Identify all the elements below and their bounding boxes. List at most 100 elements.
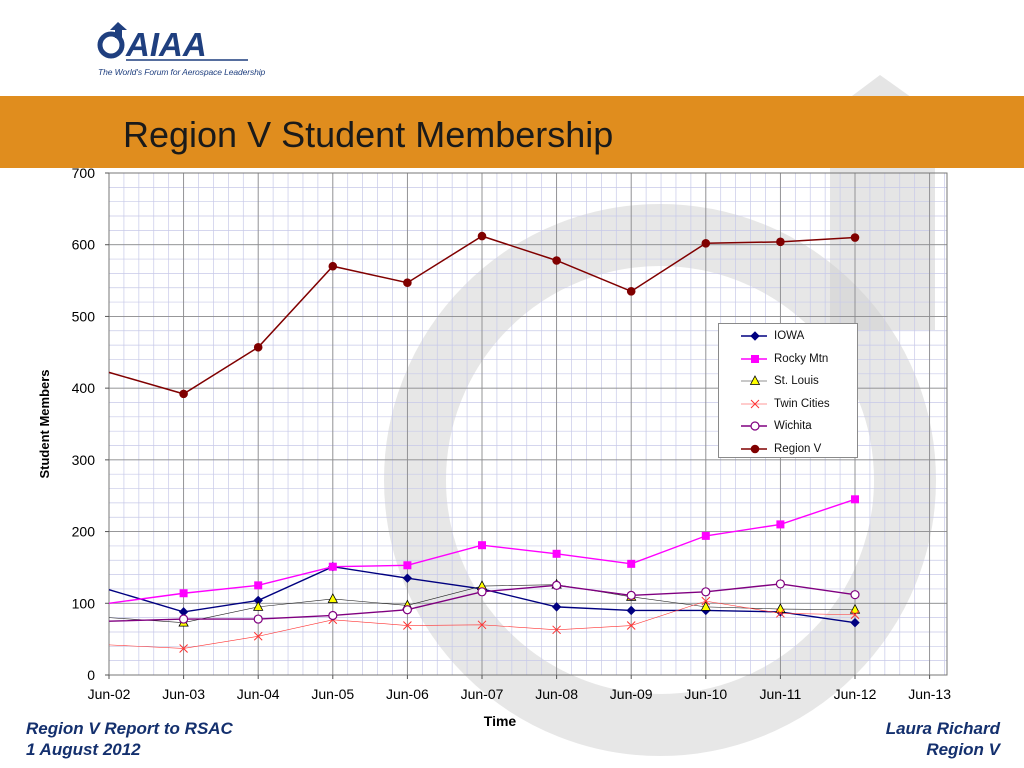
legend-swatch-region-v [741,444,767,454]
data-point-rocky-mtn [179,589,188,598]
data-point-iowa [402,573,413,583]
data-point-st-louis [700,601,711,611]
legend-label: Twin Cities [774,397,830,410]
data-point-region-v [850,233,860,242]
x-tick-label: Jun-08 [535,686,578,702]
legend-label: St. Louis [774,375,819,388]
legend-marker-wichita [750,421,760,431]
series-twin-cities [108,596,860,653]
footer-report-title: Region V Report to RSAC [26,719,233,738]
data-point-rocky-mtn [552,549,561,558]
data-point-twin-cities [477,620,487,630]
data-point-wichita [402,605,412,615]
data-point-region-v [328,261,338,271]
legend-marker-twin-cities [750,399,760,409]
data-point-iowa [551,602,562,612]
data-point-wichita [701,587,711,597]
data-point-iowa [626,605,636,616]
data-point-twin-cities [552,625,561,635]
y-tick-label: 300 [72,452,96,468]
data-point-wichita [328,610,338,621]
x-axis-label: Time [484,713,517,729]
x-tick-label: Jun-06 [386,686,429,702]
footer-author: Laura Richard [885,719,1000,738]
x-tick-label: Jun-12 [834,686,877,702]
data-point-twin-cities [626,621,636,630]
data-point-region-v [701,238,711,248]
chart-legend: IOWA Rocky Mtn St. Louis Twin Cities Wichita… [718,323,858,458]
footer-right: Laura Richard Region V [886,718,1000,760]
data-point-rocky-mtn [627,559,636,568]
legend-item-iowa: IOWA [725,327,855,345]
legend-marker-iowa [750,331,760,341]
data-point-st-louis [327,593,338,603]
data-point-rocky-mtn [403,561,412,570]
y-axis-ticks: 0 100 200 300 400 500 600 700 [72,165,109,683]
logo-tagline: The World's Forum for Aerospace Leadersh… [98,67,266,77]
data-point-twin-cities [701,596,711,606]
footer-left: Region V Report to RSAC 1 August 2012 [26,718,233,760]
legend-swatch-iowa [741,331,767,341]
data-point-st-louis [775,603,786,613]
data-point-wichita [551,580,562,590]
legend-item-rocky-mtn: Rocky Mtn [725,350,855,368]
data-point-region-v [626,287,636,296]
data-point-st-louis [849,603,861,614]
data-point-region-v [253,342,263,352]
legend-item-region-v: Region V [725,440,855,458]
header-band [0,96,1024,168]
data-point-wichita [179,614,189,624]
legend-item-twin-cities: Twin Cities [725,395,855,413]
footer-date: 1 August 2012 [26,740,141,759]
data-point-twin-cities [179,644,188,653]
legend-label: IOWA [774,330,805,342]
legend-item-wichita: Wichita [725,417,855,435]
data-point-twin-cities [253,631,263,641]
series-region-v [108,231,860,399]
y-tick-label: 0 [87,667,95,683]
x-tick-label: Jun-02 [88,686,131,702]
data-point-wichita [253,614,263,624]
x-tick-label: Jun-11 [760,686,802,702]
data-point-region-v [403,278,412,288]
y-tick-label: 400 [72,380,96,396]
data-point-wichita [626,590,636,600]
x-tick-label: Jun-09 [610,686,653,702]
y-tick-label: 500 [72,308,96,324]
data-point-twin-cities [850,610,860,620]
legend-swatch-rocky-mtn [741,354,767,363]
grid-minor [108,172,947,676]
data-point-rocky-mtn [701,531,710,540]
data-point-rocky-mtn [254,581,263,590]
legend-marker-st-louis [749,375,761,386]
legend-marker-rocky-mtn [751,354,759,363]
y-axis-label: Student Members [37,369,52,478]
x-tick-label: Jun-03 [162,686,205,702]
data-point-rocky-mtn [851,495,859,504]
series-rocky-mtn [108,495,859,604]
x-axis-ticks: Jun-02 Jun-03 Jun-04 Jun-05 Jun-06 Jun-07 Jun-… [88,675,951,702]
x-tick-label: Jun-13 [908,686,951,702]
y-tick-label: 200 [72,524,96,540]
data-point-wichita [775,579,786,589]
data-point-rocky-mtn [328,562,337,571]
series-wichita [108,579,860,624]
legend-label: Wichita [774,420,812,433]
data-point-twin-cities [776,608,785,618]
plot-area-frame [108,172,948,676]
legend-swatch-wichita [741,421,767,431]
legend-label: Rocky Mtn [774,352,829,365]
legend-label: Region V [774,443,822,455]
y-tick-label: 600 [72,237,96,253]
x-tick-label: Jun-10 [684,686,727,702]
data-point-twin-cities [403,621,412,630]
legend-swatch-st-louis [741,375,767,386]
slide-title: Region V Student Membership [123,114,614,155]
series-layer [108,231,861,653]
x-tick-label: Jun-04 [237,686,280,702]
legend-marker-region-v [750,444,760,454]
y-tick-label: 700 [72,165,96,181]
data-point-rocky-mtn [478,541,486,550]
x-tick-label: Jun-05 [311,686,354,702]
